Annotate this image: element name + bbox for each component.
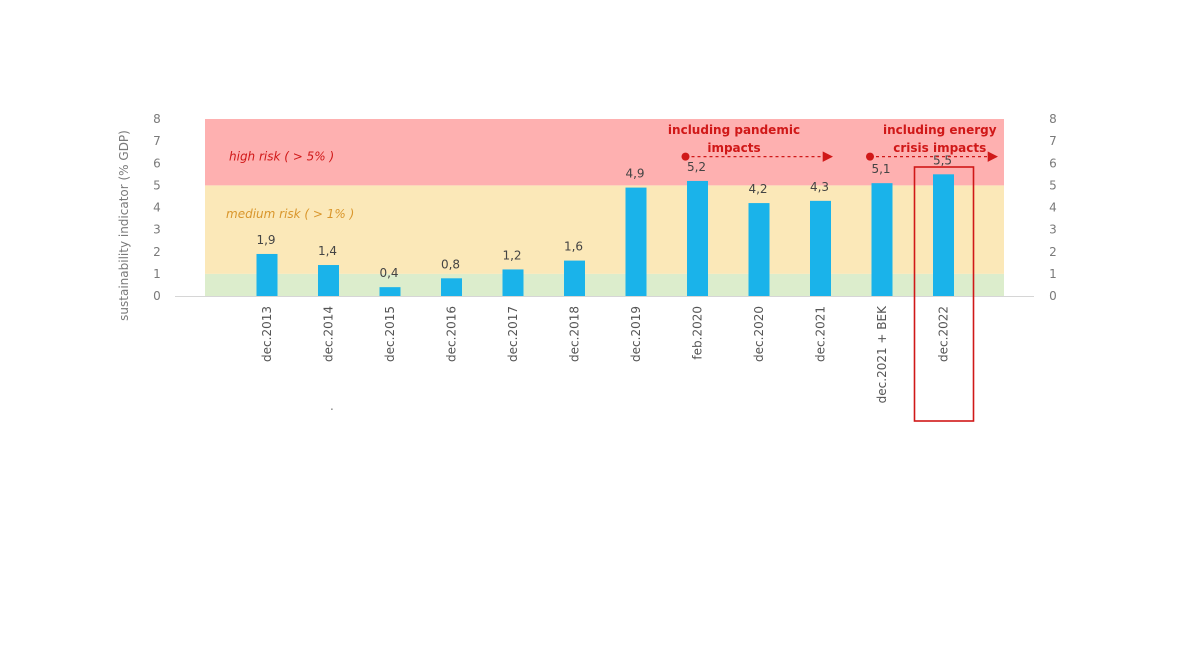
- category-label: dec.2021: [814, 306, 828, 362]
- value-label: 4,9: [625, 167, 644, 181]
- risk-band-1: [205, 185, 1004, 274]
- annotation-text: impacts: [707, 141, 760, 155]
- bar: [441, 278, 462, 296]
- bar: [625, 187, 647, 296]
- value-label: 1,9: [256, 233, 275, 247]
- bar: [318, 265, 339, 296]
- bar: [502, 269, 524, 296]
- risk-bands: medium risk ( > 1% ) high risk ( > 5% ): [205, 119, 1004, 296]
- y-tick-left: 5: [153, 178, 161, 192]
- risk-band-2: [205, 119, 1004, 186]
- value-label: 1,2: [502, 248, 521, 262]
- value-label: 5,1: [871, 162, 890, 176]
- value-label: 5,2: [687, 160, 706, 174]
- category-label: feb.2020: [691, 306, 705, 360]
- y-tick-right: 2: [1049, 245, 1057, 259]
- value-label: 1,6: [564, 240, 583, 254]
- risk-band-label-2: high risk ( > 5% ): [229, 150, 334, 164]
- y-axis-right-ticks: 0 1 2 3 4 5 6 7 8: [1049, 112, 1057, 303]
- value-label: 4,2: [748, 182, 767, 196]
- y-axis-label: sustainability indicator (% GDP): [117, 130, 131, 321]
- y-tick-right: 8: [1049, 112, 1057, 126]
- annotation-text: including pandemic: [668, 123, 800, 137]
- bar: [687, 180, 708, 296]
- category-label: dec.2013: [260, 306, 274, 362]
- category-labels: dec.2013 dec.2014 dec.2015 dec.2016 dec.2017…: [260, 305, 951, 403]
- risk-band-0: [205, 273, 1004, 296]
- bar: [748, 203, 770, 296]
- risk-band-label-1: medium risk ( > 1% ): [226, 207, 354, 221]
- bars: 1,9 1,4 0,4 0,8 1,2 1,6 4,9 5,2 4,2 4,3 5,1 5,5: [256, 153, 954, 296]
- y-axis-left-ticks: 0 1 2 3 4 5 6 7 8: [153, 112, 161, 303]
- y-tick-right: 1: [1049, 267, 1057, 281]
- y-tick-right: 7: [1049, 134, 1057, 148]
- value-label: 1,4: [318, 244, 337, 258]
- bar: [564, 260, 585, 296]
- y-tick-left: 6: [153, 156, 161, 170]
- category-label: dec.2019: [629, 306, 643, 362]
- value-label: 4,3: [810, 180, 829, 194]
- highlight-box: [913, 166, 975, 422]
- annotation-dot: [681, 152, 690, 161]
- y-tick-left: 8: [153, 112, 161, 126]
- category-label: dec.2018: [568, 306, 582, 362]
- y-tick-right: 0: [1049, 289, 1057, 303]
- annotations: including pandemic impacts including energ…: [668, 123, 999, 162]
- category-label: dec.2022: [937, 306, 951, 362]
- annotation-text: including energy: [883, 123, 997, 137]
- y-tick-left: 4: [153, 201, 161, 215]
- y-tick-left: 3: [153, 223, 161, 237]
- y-tick-right: 4: [1049, 201, 1057, 215]
- category-label: dec.2020: [752, 306, 766, 362]
- annotation-text: crisis impacts: [893, 141, 986, 155]
- y-tick-left: 7: [153, 134, 161, 148]
- category-label: dec.2014: [322, 306, 336, 362]
- y-tick-right: 6: [1049, 156, 1057, 170]
- value-label: 0,8: [441, 257, 460, 271]
- bar: [256, 253, 278, 296]
- y-tick-left: 0: [153, 289, 161, 303]
- annotation-dot: [866, 152, 874, 161]
- y-tick-left: 2: [153, 245, 161, 259]
- category-label: dec.2016: [445, 306, 459, 362]
- y-tick-right: 5: [1049, 178, 1057, 192]
- value-label: 0,4: [379, 266, 398, 280]
- category-label: dec.2015: [383, 306, 397, 362]
- bar: [933, 174, 954, 296]
- stray-mark: .: [330, 399, 334, 413]
- bar: [379, 287, 401, 296]
- value-label: 5,5: [933, 153, 952, 167]
- category-label: dec.2017: [506, 306, 520, 362]
- bar: [810, 200, 831, 296]
- bar: [871, 183, 893, 296]
- category-label: dec.2021 + BEK: [875, 305, 889, 403]
- y-tick-left: 1: [153, 267, 161, 281]
- y-tick-right: 3: [1049, 223, 1057, 237]
